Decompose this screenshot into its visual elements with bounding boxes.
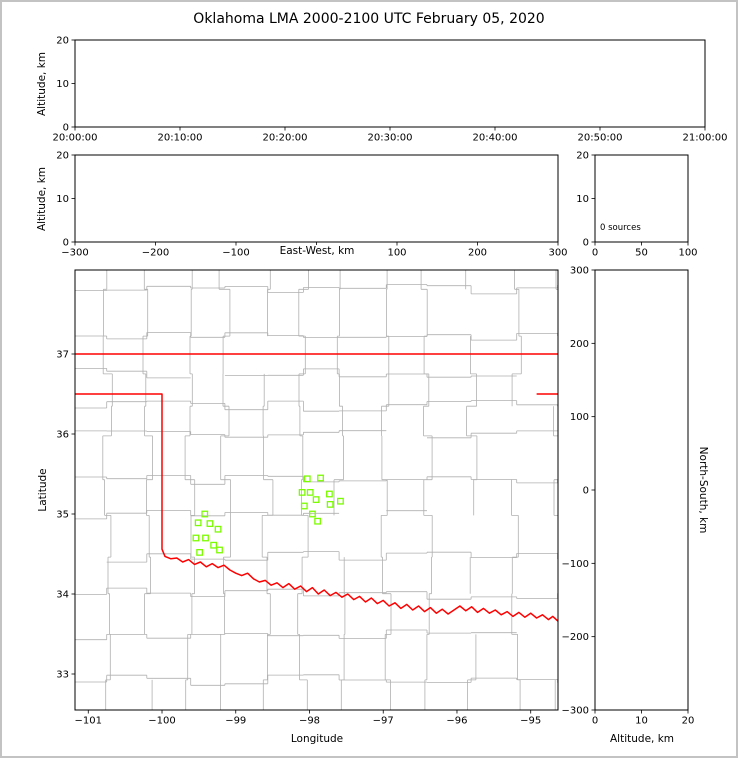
county-boundaries	[75, 270, 558, 710]
panel-background	[75, 40, 705, 127]
y-tick-label: 37	[56, 350, 69, 361]
source-count-annotation: 0 sources	[600, 223, 641, 233]
y-tick-label: 36	[56, 430, 69, 441]
y-tick-label: 100	[570, 412, 589, 423]
time-height-ylabel: Altitude, km	[36, 51, 48, 117]
panel-background	[75, 155, 558, 242]
eastwest-ylabel: Altitude, km	[36, 166, 48, 232]
x-tick-label: 20:30:00	[368, 133, 413, 144]
x-tick-label: 100	[387, 248, 406, 259]
x-tick-label: 200	[468, 248, 487, 259]
lma-station-marker	[312, 496, 320, 504]
y-tick-label: −200	[562, 632, 589, 643]
map-ylabel: Latitude	[37, 468, 49, 512]
map-xlabel: Longitude	[290, 733, 344, 745]
x-tick-label: −101	[75, 716, 102, 727]
northsouth-xlabel: Altitude, km	[609, 733, 675, 745]
y-tick-label: 34	[56, 590, 69, 601]
y-tick-label: 33	[56, 670, 69, 681]
panel-frame-map	[74, 269, 559, 711]
x-tick-label: 20:50:00	[578, 133, 623, 144]
x-tick-label: 21:00:00	[683, 133, 728, 144]
y-tick-label: −100	[562, 559, 589, 570]
x-tick-label: −99	[225, 716, 246, 727]
panel-background	[595, 155, 688, 242]
y-tick-label: 20	[56, 151, 69, 162]
lma-station-marker	[300, 502, 308, 510]
x-tick-label: 10	[635, 716, 648, 727]
lma-station-marker	[314, 517, 322, 525]
lma-station-marker	[194, 519, 202, 527]
lma-station-marker	[216, 546, 223, 554]
lma-station-marker	[196, 549, 204, 556]
y-tick-label: 20	[56, 36, 69, 47]
x-tick-label: −97	[373, 716, 394, 727]
lma-station-marker	[214, 525, 222, 533]
x-tick-label: 300	[548, 248, 567, 259]
lma-station-marker	[192, 534, 200, 542]
lma-station-marker	[298, 488, 306, 496]
lma-station-marker	[210, 541, 218, 549]
lma-station-marker	[202, 534, 209, 542]
northsouth-ylabel: North-South, km	[697, 446, 709, 534]
lma-station-marker	[317, 474, 324, 482]
y-tick-label: 0	[63, 238, 69, 249]
x-tick-label: 0	[592, 716, 598, 727]
x-tick-label: 50	[635, 248, 648, 259]
map-layers	[75, 270, 558, 710]
lma-station-marker	[337, 497, 344, 505]
y-tick-label: 10	[576, 194, 589, 205]
lma-station-marker	[201, 510, 209, 518]
lma-station-marker	[309, 510, 316, 518]
eastwest-xlabel: East-West, km	[276, 245, 358, 257]
y-tick-label: 10	[56, 194, 69, 205]
lma-station-marker	[326, 500, 334, 508]
y-tick-label: 10	[56, 79, 69, 90]
lma-station-marker	[326, 490, 333, 498]
y-tick-label: 35	[56, 510, 69, 521]
x-tick-label: 20:20:00	[263, 133, 308, 144]
panel-background	[595, 270, 688, 710]
x-tick-label: −100	[148, 716, 175, 727]
lma-station-marker	[306, 488, 314, 496]
y-tick-label: 300	[570, 266, 589, 277]
x-tick-label: 20:40:00	[473, 133, 518, 144]
y-tick-label: 0	[583, 486, 589, 497]
lma-station-marker	[206, 520, 214, 527]
panel-background	[75, 270, 558, 710]
x-tick-label: −95	[520, 716, 541, 727]
x-tick-label: 0	[592, 248, 598, 259]
x-tick-label: −300	[61, 248, 88, 259]
oklahoma-texas-border-line	[75, 393, 558, 622]
y-tick-label: 200	[570, 339, 589, 350]
figure-title: Oklahoma LMA 2000-2100 UTC February 05, …	[193, 11, 545, 27]
y-tick-label: −300	[562, 706, 589, 717]
x-tick-label: 100	[678, 248, 697, 259]
x-tick-label: −98	[299, 716, 320, 727]
x-tick-label: 20	[682, 716, 695, 727]
x-tick-label: −100	[222, 248, 249, 259]
x-tick-label: −200	[142, 248, 169, 259]
x-tick-label: 20:10:00	[158, 133, 203, 144]
y-tick-label: 20	[576, 151, 589, 162]
x-tick-label: −96	[446, 716, 467, 727]
y-tick-label: 0	[63, 123, 69, 134]
lma-station-marker	[303, 475, 311, 483]
y-tick-label: 0	[583, 238, 589, 249]
x-tick-label: 20:00:00	[53, 133, 98, 144]
